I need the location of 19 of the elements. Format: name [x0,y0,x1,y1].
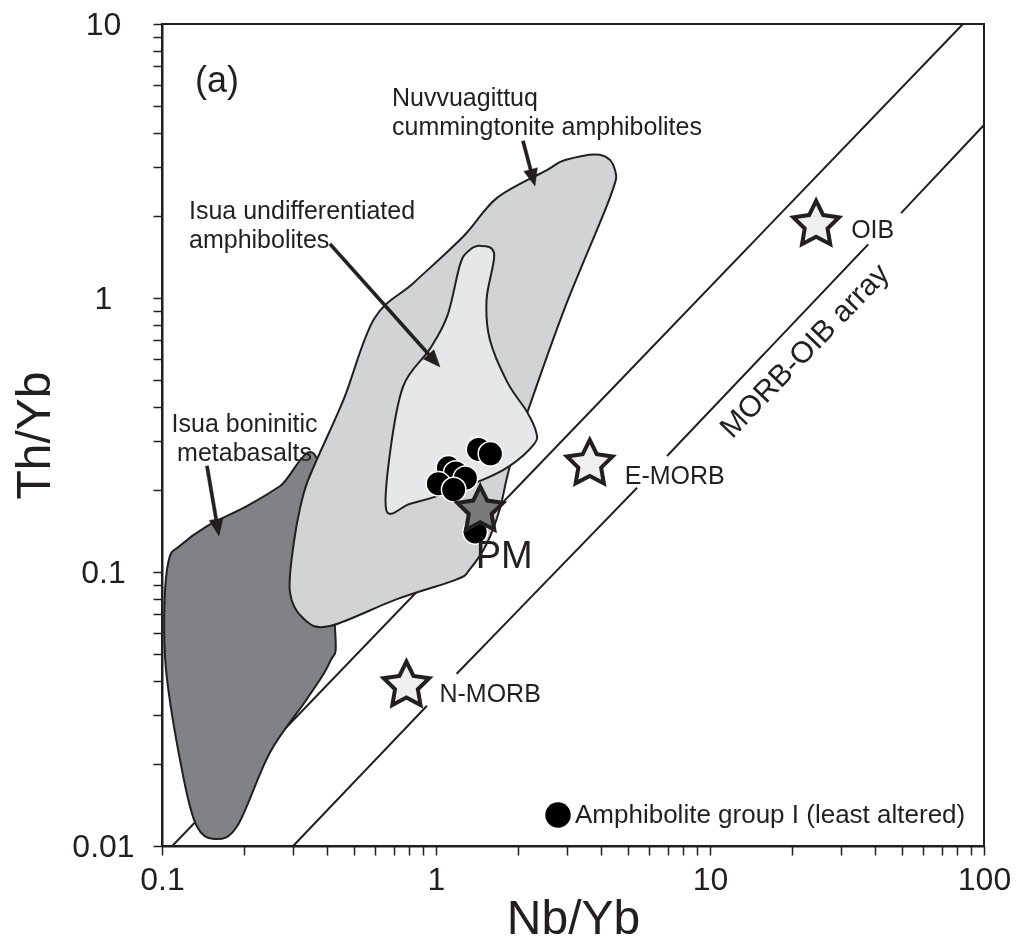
annotation: Nuvvuagittuq cummingtonite amphibolites [392,83,702,140]
x-axis-title: Nb/Yb [506,890,641,944]
series-label: N-MORB [439,678,541,707]
x-tick-label: 0.1 [140,860,185,897]
series-label: PM [475,534,533,577]
y-tick-label: 0.01 [72,827,135,864]
series-label: E-MORB [624,460,725,489]
annotation: Isua boninitic metabasalts [171,409,318,466]
x-tick-label: 10 [692,860,729,897]
annotation: (a) [195,59,239,100]
x-tick-label: 100 [957,860,1012,897]
legend-label: Amphibolite group I (least altered) [575,799,966,829]
y-axis-title: Th/Yb [7,371,61,500]
y-tick-label: 10 [85,5,122,42]
series-label: OIB [851,214,895,243]
annotation: Isua undifferentiated amphibolites [189,196,416,253]
y-tick-label: 0.1 [81,553,126,590]
x-tick-label: 1 [427,860,446,897]
y-tick-label: 1 [94,279,113,316]
